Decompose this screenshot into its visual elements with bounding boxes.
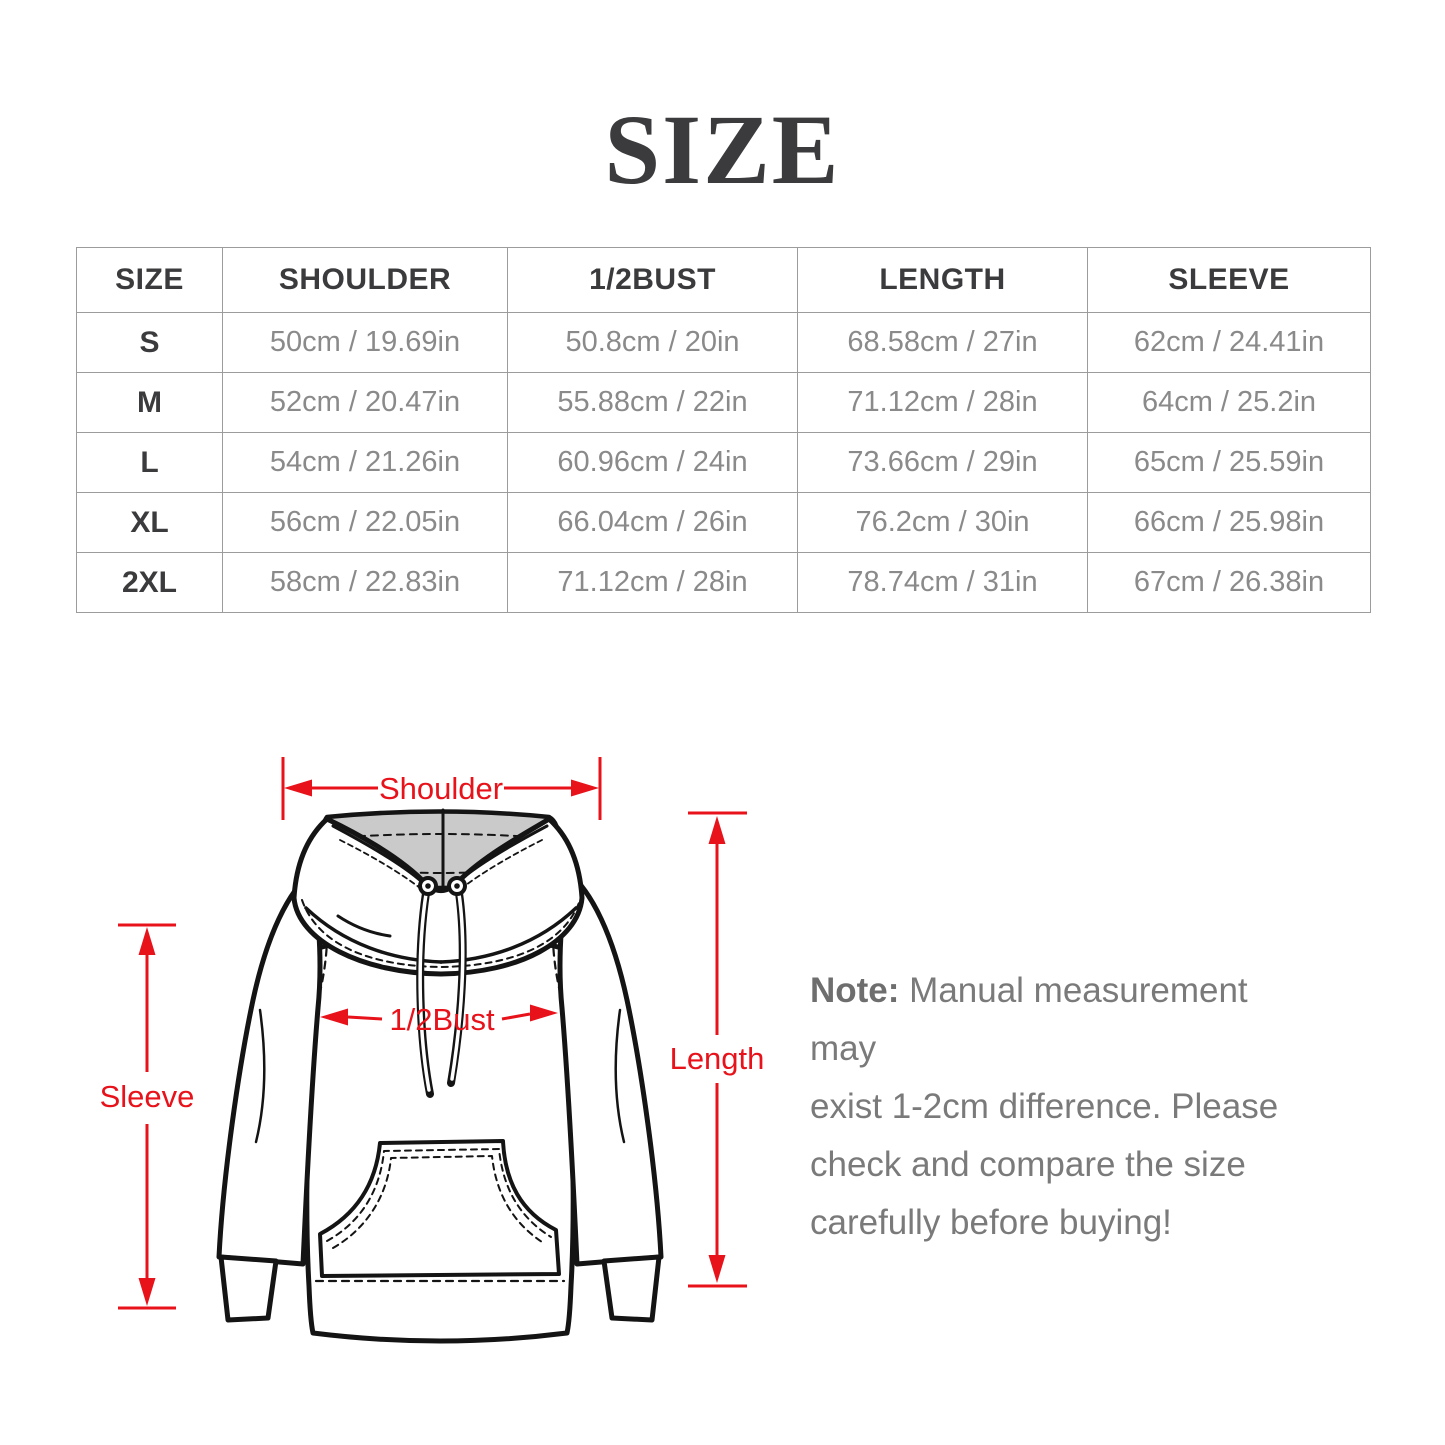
sleeve-arrow: Sleeve <box>100 923 195 1310</box>
half-bust-label: 1/2Bust <box>389 1002 495 1037</box>
grommet-left-hole <box>425 883 431 889</box>
table-cell: S <box>76 312 223 373</box>
table-cell: 54cm / 21.26in <box>222 432 508 493</box>
drawcord-right-core <box>450 892 465 1081</box>
right-cuff <box>601 1254 662 1323</box>
note-block: Note: Manual measurement may exist 1-2cm… <box>810 962 1310 1252</box>
half-bust-arrowhead-left <box>320 1008 348 1026</box>
table-cell: 71.12cm / 28in <box>507 552 798 613</box>
table-cell: XL <box>76 492 223 553</box>
sleeve-crease-right <box>614 1008 626 1144</box>
note-line: Note: Manual measurement may <box>810 962 1310 1078</box>
table-cell: L <box>76 432 223 493</box>
table-header-row: SIZE SHOULDER 1/2BUST LENGTH SLEEVE <box>76 247 1371 313</box>
shoulder-arrowhead-left <box>284 779 312 797</box>
half-bust-line-left <box>347 1015 383 1021</box>
header-sleeve: SLEEVE <box>1087 247 1371 313</box>
sleeve-label: Sleeve <box>100 1079 195 1114</box>
table-row: XL 56cm / 22.05in 66.04cm / 26in 76.2cm … <box>76 492 1371 553</box>
half-bust-arrowhead-right <box>530 1004 558 1022</box>
measurement-annotations: Shoulder 1/2Bust Sleeve <box>100 757 765 1310</box>
pocket-stitch-outer <box>326 1148 552 1242</box>
collar-edge-left <box>331 824 424 884</box>
collar-stitch-right <box>461 839 543 889</box>
kangaroo-pocket <box>318 1139 561 1278</box>
table-cell: 67cm / 26.38in <box>1087 552 1371 613</box>
table-cell: 66cm / 25.98in <box>1087 492 1371 553</box>
page-title: SIZE <box>604 94 841 205</box>
table-cell: 60.96cm / 24in <box>507 432 798 493</box>
table-cell: 56cm / 22.05in <box>222 492 508 553</box>
table-cell: 78.74cm / 31in <box>797 552 1088 613</box>
length-arrowhead-bottom <box>708 1255 726 1283</box>
collar-stitch-left <box>339 839 421 889</box>
right-sleeve <box>557 869 664 1267</box>
table-cell: M <box>76 372 223 433</box>
note-line-text: Manual measurement may <box>810 971 1248 1068</box>
table-cell: 55.88cm / 22in <box>507 372 798 433</box>
table-cell: 66.04cm / 26in <box>507 492 798 553</box>
left-sleeve <box>216 869 323 1267</box>
note-line: check and compare the size <box>810 1145 1246 1184</box>
length-label: Length <box>670 1041 765 1076</box>
length-arrow: Length <box>670 811 765 1288</box>
grommet-right-hole <box>454 883 460 889</box>
sleeve-crease-left <box>254 1008 266 1144</box>
shoulder-arrow: Shoulder <box>281 757 602 820</box>
left-cuff <box>218 1254 279 1323</box>
table-row: 2XL 58cm / 22.83in 71.12cm / 28in 78.74c… <box>76 552 1371 613</box>
header-half-bust: 1/2BUST <box>507 247 798 313</box>
size-table: SIZE SHOULDER 1/2BUST LENGTH SLEEVE S 50… <box>76 247 1371 613</box>
drawcord-left-core <box>418 892 431 1092</box>
shoulder-label: Shoulder <box>379 771 503 806</box>
hoodie-body <box>304 929 576 1344</box>
table-cell: 71.12cm / 28in <box>797 372 1088 433</box>
sleeve-arrowhead-bottom <box>138 1278 156 1306</box>
header-size: SIZE <box>76 247 223 313</box>
table-cell: 73.66cm / 29in <box>797 432 1088 493</box>
half-bust-arrow: 1/2Bust <box>320 1002 558 1037</box>
table-cell: 50.8cm / 20in <box>507 312 798 373</box>
table-cell: 52cm / 20.47in <box>222 372 508 433</box>
pocket-stitch-inner <box>332 1155 546 1249</box>
shoulder-arrowhead-right <box>571 779 599 797</box>
table-row: L 54cm / 21.26in 60.96cm / 24in 73.66cm … <box>76 432 1371 493</box>
note-line: carefully before buying! <box>810 1203 1172 1242</box>
table-cell: 2XL <box>76 552 223 613</box>
note-line: exist 1-2cm difference. Please <box>810 1087 1279 1126</box>
collar-stitch <box>301 899 581 968</box>
sleeve-arrowhead-top <box>138 927 156 955</box>
table-cell: 62cm / 24.41in <box>1087 312 1371 373</box>
collar-accent <box>336 914 392 938</box>
collar-fold-right <box>439 906 578 964</box>
half-bust-line-right <box>501 1012 531 1021</box>
length-arrowhead-top <box>708 816 726 844</box>
table-cell: 58cm / 22.83in <box>222 552 508 613</box>
hoodie-line-art <box>216 808 664 1344</box>
table-cell: 76.2cm / 30in <box>797 492 1088 553</box>
table-row: S 50cm / 19.69in 50.8cm / 20in 68.58cm /… <box>76 312 1371 373</box>
note-prefix: Note: <box>810 971 900 1010</box>
table-row: M 52cm / 20.47in 55.88cm / 22in 71.12cm … <box>76 372 1371 433</box>
collar-edge-right <box>456 824 549 884</box>
